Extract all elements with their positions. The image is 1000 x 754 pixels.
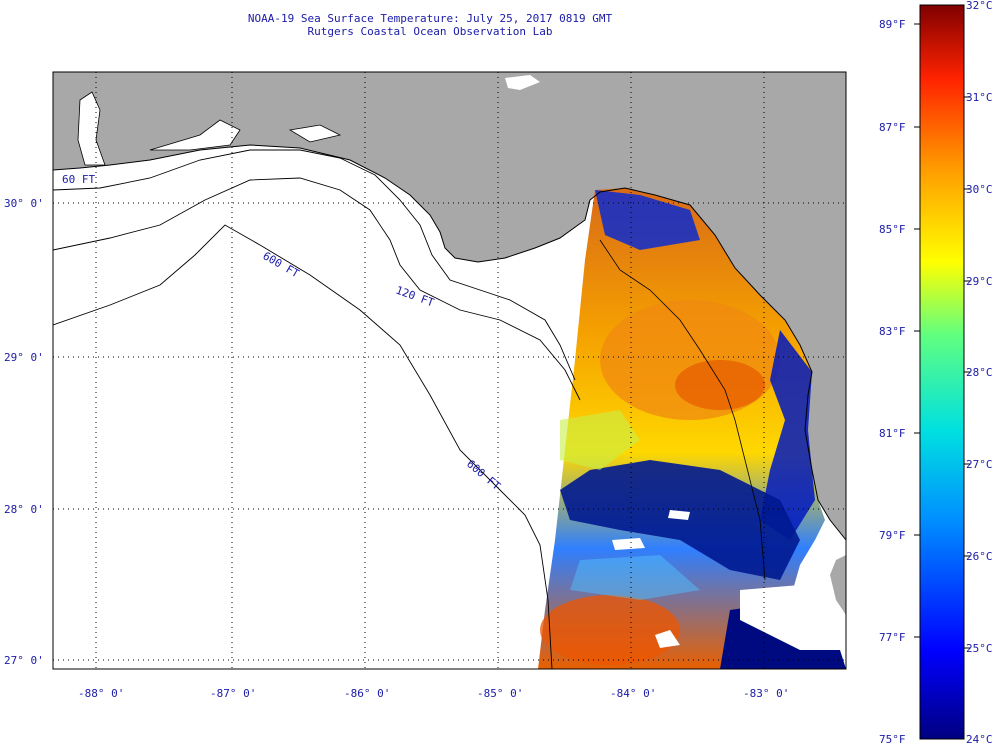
cbar-c-24: 24°C xyxy=(966,733,993,746)
cbar-f-81: 81°F xyxy=(879,427,906,440)
cbar-c-31: 31°C xyxy=(966,91,993,104)
cbar-c-30: 30°C xyxy=(966,183,993,196)
contour-label-60ft: 60 FT xyxy=(62,173,95,186)
lat-label-27: 27° 0' xyxy=(4,654,44,667)
cbar-c-32: 32°C xyxy=(966,0,993,12)
contour-600ft xyxy=(53,224,553,669)
contour-120ft xyxy=(53,177,581,401)
map-subtitle: Rutgers Coastal Ocean Observation Lab xyxy=(307,25,553,38)
lon-label-85: -85° 0' xyxy=(477,687,523,700)
land-area xyxy=(53,72,846,540)
contour-60ft xyxy=(53,149,576,381)
cbar-c-27: 27°C xyxy=(966,458,993,471)
cbar-f-77: 77°F xyxy=(879,631,906,644)
cbar-c-25: 25°C xyxy=(966,642,993,655)
lon-label-83: -83° 0' xyxy=(743,687,789,700)
lat-label-30: 30° 0' xyxy=(4,197,44,210)
cbar-c-28: 28°C xyxy=(966,366,993,379)
cbar-f-89: 89°F xyxy=(879,18,906,31)
lon-label-86: -86° 0' xyxy=(344,687,390,700)
lat-label-28: 28° 0' xyxy=(4,503,44,516)
colorbar xyxy=(919,4,965,740)
cbar-c-26: 26°C xyxy=(966,550,993,563)
graticule xyxy=(53,72,846,669)
lon-label-87: -87° 0' xyxy=(210,687,256,700)
cbar-f-75: 75°F xyxy=(879,733,906,746)
cbar-c-29: 29°C xyxy=(966,275,993,288)
cbar-f-85: 85°F xyxy=(879,223,906,236)
cbar-f-79: 79°F xyxy=(879,529,906,542)
colorbar-ticks xyxy=(914,23,970,649)
map-border xyxy=(52,71,847,670)
lat-label-29: 29° 0' xyxy=(4,351,44,364)
map-title: NOAA-19 Sea Surface Temperature: July 25… xyxy=(247,12,613,25)
lon-label-84: -84° 0' xyxy=(610,687,656,700)
cbar-f-87: 87°F xyxy=(879,121,906,134)
cbar-f-83: 83°F xyxy=(879,325,906,338)
lon-label-88: -88° 0' xyxy=(78,687,124,700)
